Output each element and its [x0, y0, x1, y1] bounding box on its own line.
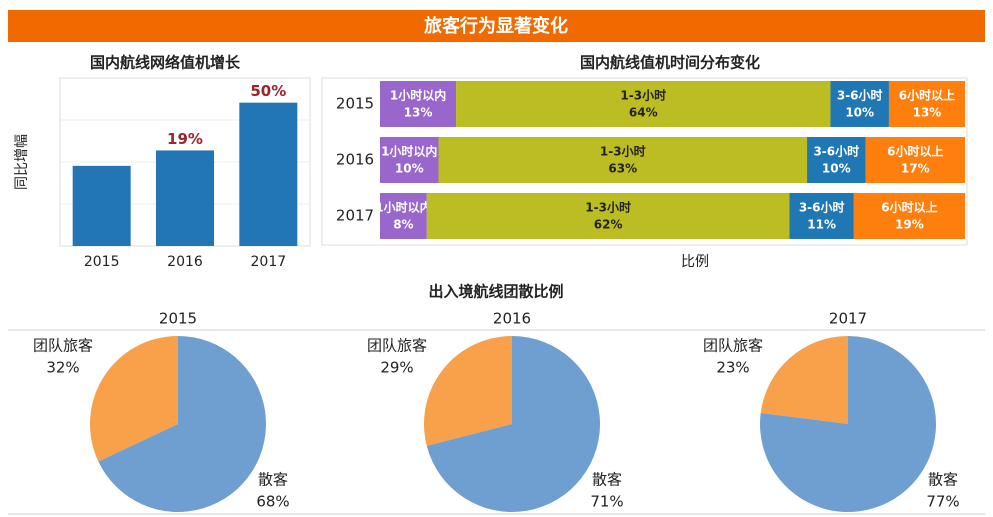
bar-segment — [438, 137, 808, 183]
pie-title: 2017 — [829, 310, 867, 328]
bar-segment — [853, 193, 965, 239]
y-tick-label: 2017 — [336, 207, 374, 225]
y-tick-label: 2015 — [336, 95, 374, 113]
bar — [239, 102, 298, 246]
pie-slice — [424, 336, 512, 446]
bar-segment — [830, 81, 889, 127]
bar — [72, 165, 131, 246]
x-axis-label: 比例 — [681, 254, 709, 270]
pie-category: 散客 — [258, 471, 288, 489]
segment-name: 1-3小时 — [600, 144, 646, 159]
segment-name: 3-6小时 — [813, 144, 859, 159]
bar-segment — [426, 193, 790, 239]
bar-segment — [380, 137, 439, 183]
pie-slice — [760, 336, 937, 512]
data-label: 68% — [256, 493, 289, 511]
data-label: 10% — [822, 162, 851, 176]
data-label: 13% — [913, 106, 942, 120]
data-label: 62% — [594, 218, 623, 232]
data-label: 10% — [395, 162, 424, 176]
pie-slice — [89, 336, 178, 462]
pie-slice — [426, 336, 600, 513]
data-label: 13% — [404, 106, 433, 120]
pie-category: 散客 — [928, 471, 958, 489]
segment-name: 1-3小时 — [620, 88, 666, 103]
pie-category: 团队旅客 — [367, 337, 427, 355]
segment-name: 1小时以内 — [375, 200, 431, 215]
x-tick-label: 2017 — [251, 254, 287, 270]
pie-slice — [760, 336, 848, 424]
segment-name: 1小时以内 — [390, 88, 446, 103]
x-tick-label: 2016 — [167, 254, 203, 270]
segment-name: 1小时以内 — [381, 144, 437, 159]
data-label: 29% — [380, 359, 413, 377]
bar-segment — [789, 193, 854, 239]
bar-segment — [888, 81, 965, 127]
data-label: 8% — [393, 218, 413, 232]
data-label: 11% — [807, 218, 836, 232]
segment-name: 1-3小时 — [585, 200, 631, 215]
pie-title: 2015 — [159, 310, 197, 328]
bar-segment — [456, 81, 831, 127]
x-tick-label: 2015 — [84, 254, 120, 270]
segment-name: 6小时以上 — [899, 88, 955, 103]
data-label: 64% — [629, 106, 658, 120]
data-label: 19% — [167, 130, 203, 148]
segment-name: 6小时以上 — [887, 144, 943, 159]
data-label: 17% — [901, 162, 930, 176]
pie-title: 2016 — [493, 310, 531, 328]
banner-title: 旅客行为显著变化 — [424, 15, 568, 37]
data-label: 63% — [608, 162, 637, 176]
y-axis-label: 同比增幅 — [14, 134, 30, 190]
segment-name: 3-6小时 — [799, 200, 845, 215]
pie-category: 团队旅客 — [703, 337, 763, 355]
plot-frame — [321, 77, 968, 246]
banner-bg — [8, 10, 985, 42]
bar-segment — [380, 81, 457, 127]
data-label: 10% — [845, 106, 874, 120]
data-label: 19% — [895, 218, 924, 232]
bar-segment — [865, 137, 965, 183]
chart-title: 国内航线值机时间分布变化 — [580, 54, 760, 72]
data-label: 50% — [250, 82, 286, 100]
pie-slice — [98, 336, 267, 512]
data-label: 32% — [46, 359, 79, 377]
chart-title: 国内航线网络值机增长 — [90, 54, 241, 72]
pie-category: 散客 — [592, 471, 622, 489]
bar-segment — [380, 193, 427, 239]
bar — [156, 150, 214, 246]
segment-name: 3-6小时 — [837, 88, 883, 103]
data-label: 77% — [926, 493, 959, 511]
data-label: 71% — [590, 493, 623, 511]
section-title: 出入境航线团散比例 — [428, 283, 563, 301]
y-tick-label: 2016 — [336, 151, 374, 169]
pie-category: 团队旅客 — [33, 337, 93, 355]
segment-name: 6小时以上 — [881, 200, 937, 215]
data-label: 23% — [716, 359, 749, 377]
bar-segment — [807, 137, 866, 183]
